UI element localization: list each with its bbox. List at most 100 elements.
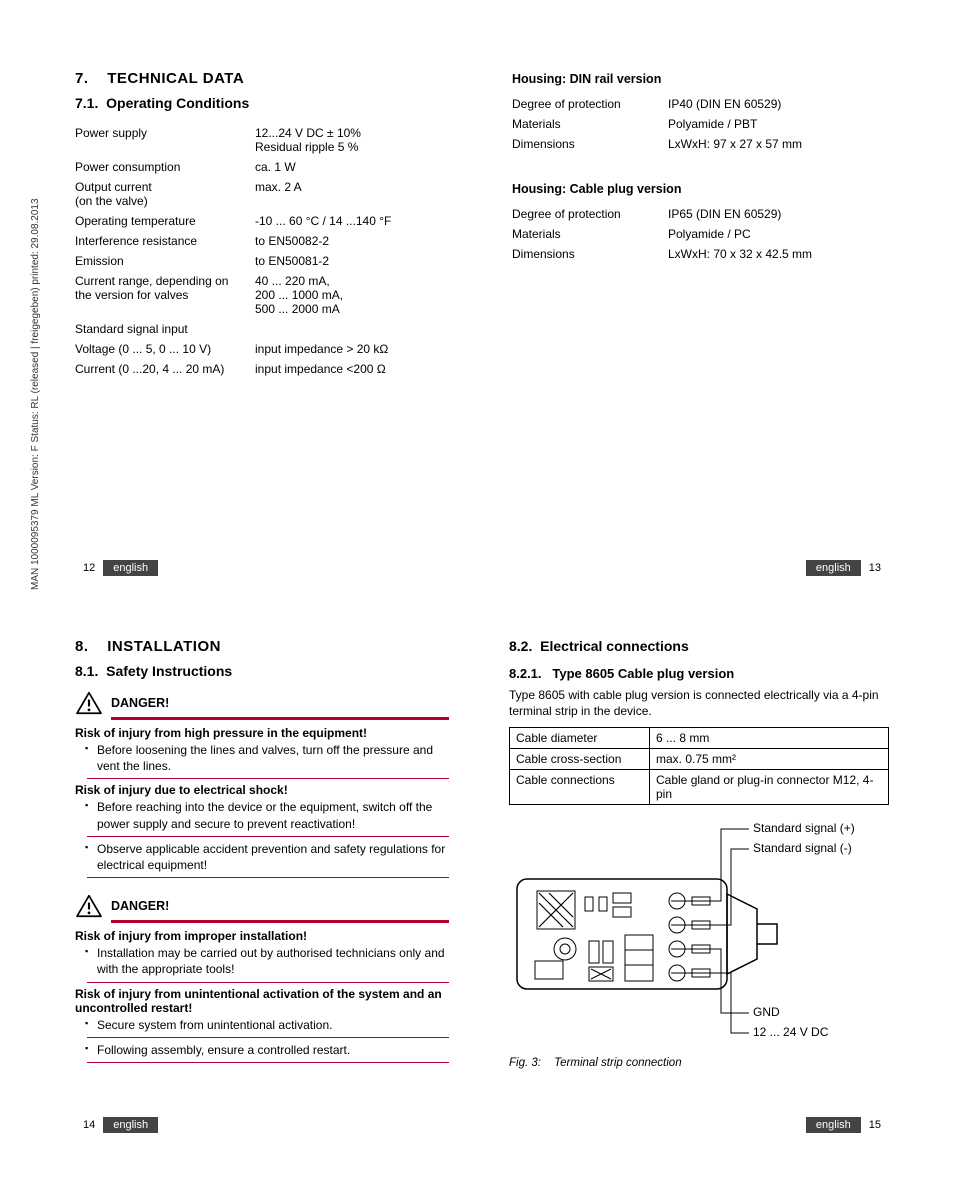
risk-list: Before reaching into the device or the e… — [75, 799, 449, 878]
page-number: 14 — [83, 1119, 95, 1131]
subsection-title-text: Operating Conditions — [106, 95, 249, 111]
list-item: Before reaching into the device or the e… — [87, 799, 449, 836]
footer-15: english 15 — [806, 1115, 889, 1135]
lang-tag: english — [103, 560, 158, 576]
callout-gnd: GND — [753, 1005, 780, 1019]
spec-label: Degree of protection — [512, 94, 668, 114]
page-number: 12 — [83, 562, 95, 574]
table-cell: Cable gland or plug-in connector M12, 4-… — [650, 770, 889, 805]
spec-value: 12...24 V DC ± 10% Residual ripple 5 % — [255, 123, 452, 157]
subsection-num: 8.1. — [75, 663, 98, 679]
spec-row: Degree of protectionIP65 (DIN EN 60529) — [512, 204, 889, 224]
spec-row: MaterialsPolyamide / PC — [512, 224, 889, 244]
spec-label: Operating temperature — [75, 211, 255, 231]
spec-row: Voltage (0 ... 5, 0 ... 10 V)input imped… — [75, 339, 452, 359]
spec-row: Emissionto EN50081-2 — [75, 251, 452, 271]
spec-value: ca. 1 W — [255, 157, 452, 177]
spec-label: Current (0 ...20, 4 ... 20 mA) — [75, 359, 255, 379]
spec-value: Polyamide / PC — [668, 224, 889, 244]
footer-14: 14 english — [75, 1115, 158, 1135]
spec-label: Degree of protection — [512, 204, 668, 224]
section-7-1-title: 7.1. Operating Conditions — [75, 95, 452, 111]
page-number: 15 — [869, 1119, 881, 1131]
housing-cable-heading: Housing: Cable plug version — [512, 182, 889, 196]
spec-row: Operating temperature-10 ... 60 °C / 14 … — [75, 211, 452, 231]
spec-label: Standard signal input — [75, 319, 255, 339]
danger-rule — [111, 920, 449, 923]
risk-title: Risk of injury due to electrical shock! — [75, 783, 449, 797]
cable-spec-table: Cable diameter6 ... 8 mmCable cross-sect… — [509, 727, 889, 805]
spec-row: Output current (on the valve)max. 2 A — [75, 177, 452, 211]
lang-tag: english — [103, 1117, 158, 1133]
section-8-2-1-title: 8.2.1. Type 8605 Cable plug version — [509, 666, 889, 681]
list-item: Before loosening the lines and valves, t… — [87, 742, 449, 779]
spec-label: Voltage (0 ... 5, 0 ... 10 V) — [75, 339, 255, 359]
callout-signal-plus: Standard signal (+) — [753, 821, 855, 835]
table-cell: Cable diameter — [510, 728, 650, 749]
risk-list: Installation may be carried out by autho… — [75, 945, 449, 982]
intro-text: Type 8605 with cable plug version is con… — [509, 687, 889, 719]
section-8-title: 8. INSTALLATION — [75, 638, 449, 655]
section-7-title: 7. TECHNICAL DATA — [75, 70, 452, 87]
page-14: 8. INSTALLATION 8.1. Safety Instructions… — [75, 638, 449, 1073]
list-item: Secure system from unintentional activat… — [87, 1017, 449, 1038]
spec-label: Dimensions — [512, 244, 668, 264]
table-cell: max. 0.75 mm² — [650, 749, 889, 770]
spec-label: Interference resistance — [75, 231, 255, 251]
housing-cable-table: Degree of protectionIP65 (DIN EN 60529)M… — [512, 204, 889, 264]
subsub-title-text: Type 8605 Cable plug version — [552, 666, 734, 681]
page-12: 7. TECHNICAL DATA 7.1. Operating Conditi… — [75, 70, 452, 548]
section-title-text: INSTALLATION — [107, 638, 221, 655]
callout-vdc: 12 ... 24 V DC — [753, 1025, 828, 1039]
danger-block-2: DANGER! Risk of injury from improper ins… — [75, 894, 449, 1063]
spec-value: IP65 (DIN EN 60529) — [668, 204, 889, 224]
spec-row: Current (0 ...20, 4 ... 20 mA)input impe… — [75, 359, 452, 379]
spec-label: Dimensions — [512, 134, 668, 154]
risk-list: Before loosening the lines and valves, t… — [75, 742, 449, 779]
section-8-2-title: 8.2. Electrical connections — [509, 638, 889, 654]
table-row: Cable diameter6 ... 8 mm — [510, 728, 889, 749]
risk-title: Risk of injury from improper installatio… — [75, 929, 449, 943]
page-number: 13 — [869, 562, 881, 574]
danger-block-1: DANGER! Risk of injury from high pressur… — [75, 691, 449, 878]
operating-conditions-table: Power supply12...24 V DC ± 10% Residual … — [75, 123, 452, 379]
section-num: 8. — [75, 638, 89, 655]
spec-value: input impedance > 20 kΩ — [255, 339, 452, 359]
housing-din-heading: Housing: DIN rail version — [512, 72, 889, 86]
subsub-num: 8.2.1. — [509, 666, 542, 681]
callout-signal-minus: Standard signal (-) — [753, 841, 852, 855]
risk-title: Risk of injury from unintentional activa… — [75, 987, 449, 1015]
spec-label: Output current (on the valve) — [75, 177, 255, 211]
page-15: 8.2. Electrical connections 8.2.1. Type … — [509, 638, 889, 1073]
warning-icon — [75, 894, 103, 918]
risk-title: Risk of injury from high pressure in the… — [75, 726, 449, 740]
table-cell: 6 ... 8 mm — [650, 728, 889, 749]
list-item: Observe applicable accident prevention a… — [87, 841, 449, 878]
spec-row: MaterialsPolyamide / PBT — [512, 114, 889, 134]
spec-value: LxWxH: 70 x 32 x 42.5 mm — [668, 244, 889, 264]
spec-row: Power supply12...24 V DC ± 10% Residual … — [75, 123, 452, 157]
danger-rule — [111, 717, 449, 720]
spec-label: Materials — [512, 114, 668, 134]
spec-value — [255, 319, 452, 339]
lang-tag: english — [806, 1117, 861, 1133]
spec-label: Current range, depending on the version … — [75, 271, 255, 319]
subsection-num: 8.2. — [509, 638, 532, 654]
footer-12: 12 english — [75, 558, 158, 578]
spec-value: max. 2 A — [255, 177, 452, 211]
spec-row: Interference resistanceto EN50082-2 — [75, 231, 452, 251]
terminal-diagram: Standard signal (+) Standard signal (-) … — [509, 821, 889, 1051]
housing-din-table: Degree of protectionIP40 (DIN EN 60529)M… — [512, 94, 889, 154]
danger-label: DANGER! — [111, 696, 169, 710]
figure-caption: Fig. 3: Terminal strip connection — [509, 1057, 889, 1069]
subsection-title-text: Safety Instructions — [106, 663, 232, 679]
subsection-num: 7.1. — [75, 95, 98, 111]
spec-row: Power consumptionca. 1 W — [75, 157, 452, 177]
table-cell: Cable connections — [510, 770, 650, 805]
section-num: 7. — [75, 70, 89, 87]
danger-label: DANGER! — [111, 899, 169, 913]
lang-tag: english — [806, 560, 861, 576]
list-item: Following assembly, ensure a controlled … — [87, 1042, 449, 1063]
warning-icon — [75, 691, 103, 715]
risk-list: Secure system from unintentional activat… — [75, 1017, 449, 1063]
